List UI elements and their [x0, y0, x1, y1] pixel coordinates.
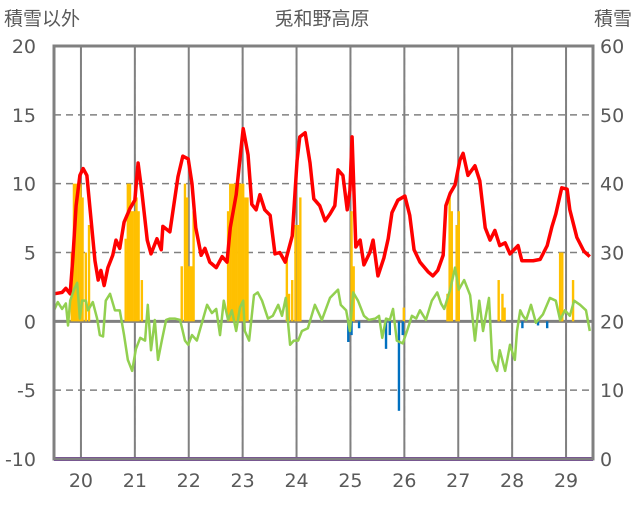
- right-y-tick-label: 40: [600, 174, 624, 196]
- yellow-bar: [231, 183, 234, 322]
- x-tick-label: 20: [69, 470, 93, 492]
- yellow-bar: [497, 280, 500, 322]
- yellow-bar: [450, 211, 453, 322]
- left-y-tick-label: 20: [12, 36, 36, 58]
- yellow-bar: [130, 211, 134, 322]
- blue-bar: [397, 321, 401, 411]
- yellow-bar: [185, 197, 189, 322]
- yellow-bar: [448, 197, 451, 322]
- yellow-bar: [291, 280, 294, 322]
- yellow-bar: [81, 197, 84, 322]
- yellow-bar: [137, 211, 140, 322]
- yellow-bar: [229, 183, 232, 322]
- yellow-bar: [241, 183, 245, 322]
- right-y-tick-label: 0: [600, 449, 612, 471]
- x-tick-label: 29: [554, 470, 578, 492]
- yellow-bar: [285, 252, 289, 322]
- yellow-bar: [87, 224, 91, 322]
- right-y-tick-label: 50: [600, 105, 624, 127]
- right-y-tick-label: 20: [600, 311, 624, 333]
- yellow-bar: [246, 197, 249, 322]
- x-tick-label: 22: [177, 470, 201, 492]
- yellow-bar: [124, 238, 127, 322]
- x-tick-label: 26: [392, 470, 416, 492]
- yellow-bar: [190, 266, 193, 322]
- yellow-bar: [126, 183, 130, 322]
- yellow-bar: [74, 183, 78, 322]
- right-y-tick-label: 60: [600, 36, 624, 58]
- chart-title: 兎和野高原: [274, 8, 369, 30]
- yellow-bar: [446, 293, 449, 322]
- x-tick-label: 25: [338, 470, 362, 492]
- blue-bar: [536, 321, 540, 326]
- yellow-bar: [457, 211, 460, 322]
- blue-bar: [388, 321, 391, 336]
- x-tick-label: 24: [284, 470, 308, 492]
- blue-bar: [521, 321, 524, 329]
- yellow-bar: [239, 183, 243, 322]
- left-y-tick-label: -10: [5, 449, 36, 471]
- left-y-tick-label: 15: [12, 105, 36, 127]
- yellow-bar: [183, 183, 187, 322]
- blue-bar: [401, 321, 404, 336]
- yellow-bar: [128, 183, 132, 322]
- yellow-bar: [192, 211, 195, 322]
- yellow-bar: [299, 197, 302, 322]
- yellow-bar: [188, 266, 191, 322]
- yellow-bar: [135, 197, 138, 322]
- yellow-bar: [180, 266, 183, 322]
- red-line: [53, 126, 591, 296]
- blue-bar: [545, 321, 549, 329]
- blue-bar: [347, 321, 350, 342]
- yellow-bar: [287, 293, 291, 322]
- right-axis-title: 積雪: [594, 8, 632, 30]
- yellow-bar: [133, 211, 136, 322]
- yellow-bar: [244, 197, 247, 322]
- yellow-bar: [402, 307, 406, 322]
- ticks: 20 21 22 23 24 25 26 27 28 2920151050-5-106050403…: [5, 36, 624, 492]
- left-y-tick-label: 10: [12, 174, 36, 196]
- plot-frame: [52, 44, 595, 461]
- yellow-bar: [235, 183, 238, 322]
- yellow-bar: [501, 293, 504, 322]
- left-axis-title: 積雪以外: [4, 8, 80, 30]
- bars: [70, 183, 575, 411]
- yellow-bar: [561, 252, 564, 322]
- blue-bar: [384, 321, 388, 349]
- yellow-bar: [140, 280, 144, 322]
- x-tick-label: 21: [123, 470, 147, 492]
- blue-bar: [357, 321, 361, 329]
- yellow-bar: [558, 252, 562, 322]
- yellow-bar: [79, 183, 82, 322]
- blue-bar: [350, 321, 353, 336]
- right-y-tick-label: 30: [600, 243, 624, 265]
- x-tick-label: 27: [446, 470, 470, 492]
- x-tick-label: 23: [231, 470, 255, 492]
- yellow-bar: [77, 183, 80, 322]
- left-y-tick-label: 5: [24, 243, 36, 265]
- yellow-bar: [233, 183, 236, 322]
- yellow-bar: [503, 307, 506, 322]
- left-y-tick-label: 0: [24, 311, 36, 333]
- yellow-bar: [350, 211, 353, 322]
- yellow-bar: [296, 224, 300, 322]
- yellow-bar: [237, 183, 241, 322]
- green-line: [52, 266, 591, 373]
- x-tick-label: 28: [500, 470, 524, 492]
- yellow-bar: [294, 224, 297, 322]
- left-y-tick-label: -5: [17, 380, 36, 402]
- right-y-tick-label: 10: [600, 380, 624, 402]
- yellow-bar: [84, 252, 88, 322]
- yellow-bar: [226, 211, 230, 322]
